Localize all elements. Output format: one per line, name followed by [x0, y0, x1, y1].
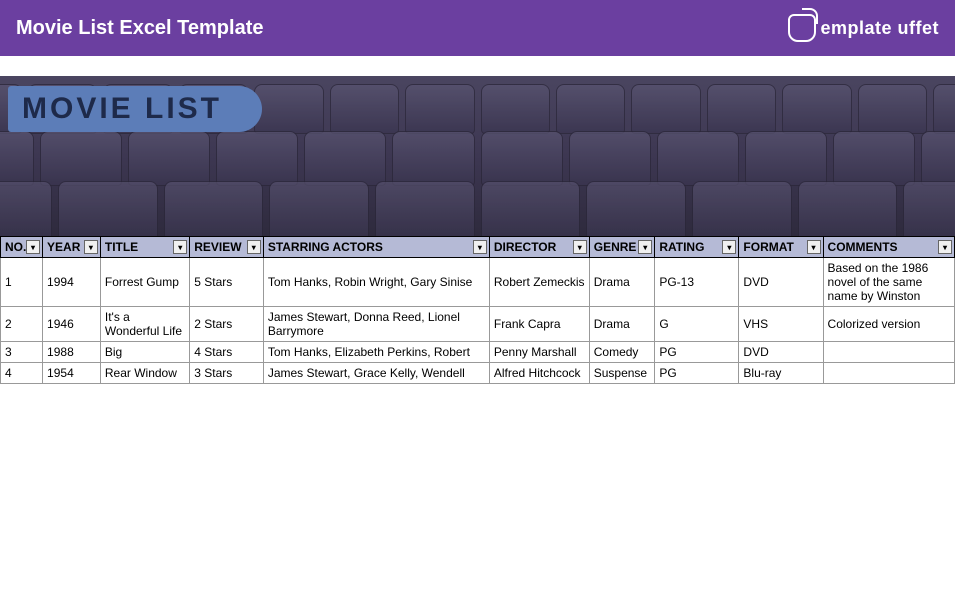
filter-dropdown-icon[interactable]: ▾	[173, 240, 187, 254]
cell-director[interactable]: Frank Capra	[489, 307, 589, 342]
cell-actors[interactable]: Tom Hanks, Elizabeth Perkins, Robert	[263, 342, 489, 363]
filter-dropdown-icon[interactable]: ▾	[722, 240, 736, 254]
table-row[interactable]: 1 1994 Forrest Gump 5 Stars Tom Hanks, R…	[1, 258, 955, 307]
cell-review[interactable]: 5 Stars	[190, 258, 264, 307]
cell-review[interactable]: 3 Stars	[190, 363, 264, 384]
filter-dropdown-icon[interactable]: ▾	[638, 240, 652, 254]
cell-comments[interactable]	[823, 342, 954, 363]
cell-year[interactable]: 1994	[43, 258, 101, 307]
col-header-genre[interactable]: GENRE▾	[589, 237, 655, 258]
cell-year[interactable]: 1954	[43, 363, 101, 384]
col-header-no[interactable]: NO.▾	[1, 237, 43, 258]
table-row[interactable]: 3 1988 Big 4 Stars Tom Hanks, Elizabeth …	[1, 342, 955, 363]
cell-format[interactable]: DVD	[739, 258, 823, 307]
cell-genre[interactable]: Suspense	[589, 363, 655, 384]
cell-actors[interactable]: James Stewart, Donna Reed, Lionel Barrym…	[263, 307, 489, 342]
col-header-actors[interactable]: STARRING ACTORS▾	[263, 237, 489, 258]
page-header: Movie List Excel Template emplate uffet	[0, 0, 955, 56]
col-header-rating[interactable]: RATING▾	[655, 237, 739, 258]
col-header-format[interactable]: FORMAT▾	[739, 237, 823, 258]
cell-genre[interactable]: Drama	[589, 307, 655, 342]
filter-dropdown-icon[interactable]: ▾	[84, 240, 98, 254]
seats-row	[0, 181, 955, 236]
cell-rating[interactable]: PG	[655, 342, 739, 363]
filter-dropdown-icon[interactable]: ▾	[938, 240, 952, 254]
table-row[interactable]: 4 1954 Rear Window 3 Stars James Stewart…	[1, 363, 955, 384]
cell-review[interactable]: 2 Stars	[190, 307, 264, 342]
basket-icon	[788, 14, 816, 42]
cell-no[interactable]: 3	[1, 342, 43, 363]
table-row[interactable]: 2 1946 It's a Wonderful Life 2 Stars Jam…	[1, 307, 955, 342]
movie-table-wrap: NO.▾ YEAR▾ TITLE▾ REVIEW▾ STARRING ACTOR…	[0, 236, 955, 384]
table-header-row: NO.▾ YEAR▾ TITLE▾ REVIEW▾ STARRING ACTOR…	[1, 237, 955, 258]
banner-image: MOVIE LIST	[0, 76, 955, 236]
cell-actors[interactable]: Tom Hanks, Robin Wright, Gary Sinise	[263, 258, 489, 307]
col-header-review[interactable]: REVIEW▾	[190, 237, 264, 258]
cell-rating[interactable]: PG	[655, 363, 739, 384]
filter-dropdown-icon[interactable]: ▾	[807, 240, 821, 254]
col-header-year[interactable]: YEAR▾	[43, 237, 101, 258]
cell-rating[interactable]: G	[655, 307, 739, 342]
filter-dropdown-icon[interactable]: ▾	[473, 240, 487, 254]
cell-year[interactable]: 1988	[43, 342, 101, 363]
table-body: 1 1994 Forrest Gump 5 Stars Tom Hanks, R…	[1, 258, 955, 384]
cell-format[interactable]: VHS	[739, 307, 823, 342]
brand-logo: emplate uffet	[788, 14, 939, 42]
col-header-comments[interactable]: COMMENTS▾	[823, 237, 954, 258]
movie-table: NO.▾ YEAR▾ TITLE▾ REVIEW▾ STARRING ACTOR…	[0, 236, 955, 384]
filter-dropdown-icon[interactable]: ▾	[573, 240, 587, 254]
cell-no[interactable]: 1	[1, 258, 43, 307]
cell-genre[interactable]: Drama	[589, 258, 655, 307]
cell-no[interactable]: 4	[1, 363, 43, 384]
cell-title[interactable]: Forrest Gump	[100, 258, 189, 307]
banner-title: MOVIE LIST	[22, 92, 222, 125]
filter-dropdown-icon[interactable]: ▾	[26, 240, 40, 254]
cell-title[interactable]: It's a Wonderful Life	[100, 307, 189, 342]
cell-review[interactable]: 4 Stars	[190, 342, 264, 363]
cell-no[interactable]: 2	[1, 307, 43, 342]
seats-row	[0, 131, 955, 186]
banner-title-badge: MOVIE LIST	[8, 86, 262, 132]
cell-title[interactable]: Big	[100, 342, 189, 363]
cell-director[interactable]: Penny Marshall	[489, 342, 589, 363]
filter-dropdown-icon[interactable]: ▾	[247, 240, 261, 254]
cell-director[interactable]: Alfred Hitchcock	[489, 363, 589, 384]
cell-title[interactable]: Rear Window	[100, 363, 189, 384]
cell-director[interactable]: Robert Zemeckis	[489, 258, 589, 307]
cell-rating[interactable]: PG-13	[655, 258, 739, 307]
cell-genre[interactable]: Comedy	[589, 342, 655, 363]
cell-format[interactable]: Blu-ray	[739, 363, 823, 384]
cell-format[interactable]: DVD	[739, 342, 823, 363]
page-title: Movie List Excel Template	[16, 17, 264, 40]
col-header-title[interactable]: TITLE▾	[100, 237, 189, 258]
col-header-director[interactable]: DIRECTOR▾	[489, 237, 589, 258]
cell-actors[interactable]: James Stewart, Grace Kelly, Wendell	[263, 363, 489, 384]
cell-comments[interactable]: Colorized version	[823, 307, 954, 342]
cell-year[interactable]: 1946	[43, 307, 101, 342]
cell-comments[interactable]: Based on the 1986 novel of the same name…	[823, 258, 954, 307]
logo-text: emplate uffet	[820, 18, 939, 39]
cell-comments[interactable]	[823, 363, 954, 384]
